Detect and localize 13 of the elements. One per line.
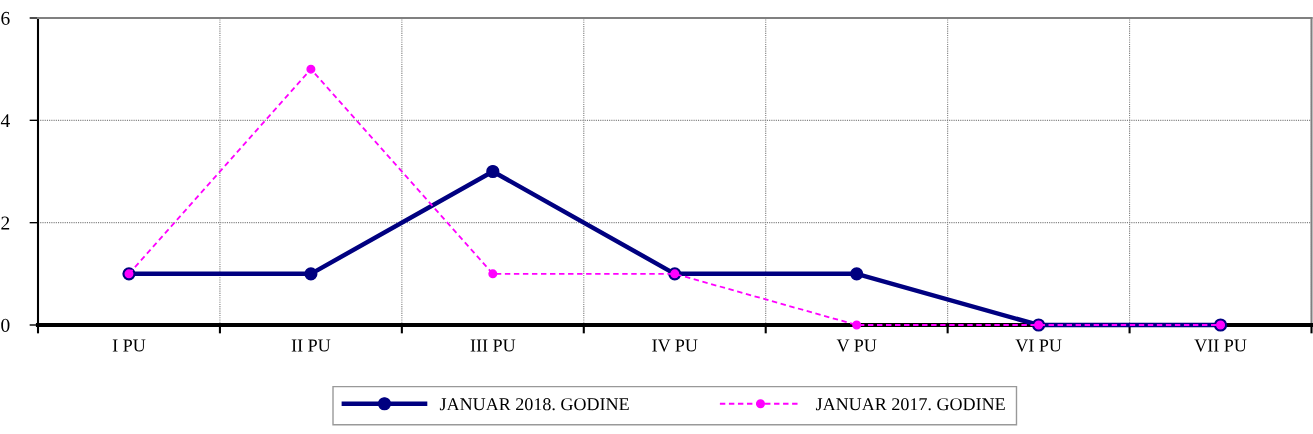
- y-tick-label: 0: [1, 318, 10, 332]
- y-tick-label: 4: [0, 114, 10, 128]
- x-tick-label: V PU: [836, 339, 877, 352]
- y-tick-label: 2: [1, 216, 10, 230]
- x-tick-label: VII PU: [1194, 339, 1247, 352]
- x-tick-label: IV PU: [652, 339, 698, 352]
- x-tick-label: III PU: [470, 339, 516, 352]
- x-tick-label: VI PU: [1015, 339, 1062, 352]
- x-tick-label: I PU: [112, 339, 146, 352]
- x-tick-label: II PU: [291, 339, 331, 352]
- legend-label: JANUAR 2018. GODINE: [439, 398, 629, 411]
- y-tick-label: 6: [1, 11, 10, 25]
- legend-label: JANUAR 2017. GODINE: [815, 398, 1005, 411]
